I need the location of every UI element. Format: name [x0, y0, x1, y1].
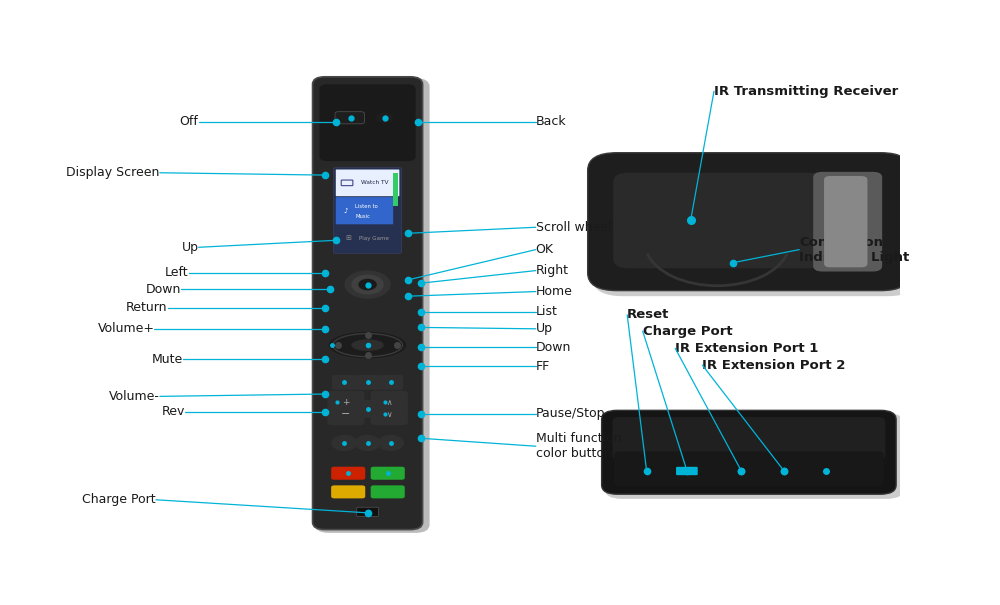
Text: IR Transmitting Receiver: IR Transmitting Receiver [714, 85, 898, 98]
Text: Volume+: Volume+ [97, 322, 154, 335]
FancyBboxPatch shape [333, 168, 402, 253]
FancyBboxPatch shape [824, 176, 867, 267]
Circle shape [378, 436, 403, 450]
Text: List: List [536, 305, 558, 318]
FancyBboxPatch shape [357, 507, 378, 517]
FancyBboxPatch shape [588, 152, 910, 290]
FancyBboxPatch shape [592, 157, 918, 296]
FancyBboxPatch shape [393, 173, 398, 206]
Text: FF: FF [536, 359, 550, 373]
Circle shape [354, 401, 382, 417]
Text: Multi function
color button: Multi function color button [536, 432, 621, 460]
Ellipse shape [345, 271, 390, 298]
Text: Off: Off [180, 115, 199, 128]
Text: ∧: ∧ [386, 398, 392, 407]
FancyBboxPatch shape [335, 112, 364, 124]
FancyBboxPatch shape [676, 467, 698, 475]
Ellipse shape [330, 333, 406, 358]
Circle shape [332, 436, 357, 450]
FancyBboxPatch shape [355, 375, 380, 390]
FancyBboxPatch shape [336, 169, 399, 196]
FancyBboxPatch shape [378, 375, 403, 390]
Text: OK: OK [536, 243, 554, 256]
FancyBboxPatch shape [371, 391, 408, 425]
FancyBboxPatch shape [371, 466, 405, 480]
FancyBboxPatch shape [813, 172, 882, 272]
Text: Listen to: Listen to [355, 204, 378, 209]
Text: Volume-: Volume- [109, 390, 160, 403]
Ellipse shape [352, 340, 383, 350]
FancyBboxPatch shape [613, 173, 846, 268]
Text: ∨: ∨ [386, 410, 392, 419]
FancyBboxPatch shape [331, 466, 365, 480]
Text: Up: Up [182, 241, 199, 253]
Text: Up: Up [536, 322, 553, 335]
FancyBboxPatch shape [315, 78, 430, 533]
Text: Rev: Rev [162, 405, 185, 418]
FancyBboxPatch shape [336, 197, 393, 224]
Text: Charge Port: Charge Port [82, 493, 156, 506]
Text: −: − [341, 409, 351, 419]
Text: Return: Return [126, 301, 168, 315]
Circle shape [377, 113, 392, 122]
FancyBboxPatch shape [612, 417, 885, 460]
Text: ♪: ♪ [344, 208, 348, 214]
Text: Back: Back [536, 115, 566, 128]
Text: Display Screen: Display Screen [66, 166, 160, 179]
Text: IR Extension Port 2: IR Extension Port 2 [702, 359, 846, 371]
Text: Reset: Reset [627, 309, 670, 321]
FancyBboxPatch shape [614, 451, 884, 486]
Ellipse shape [359, 280, 376, 290]
Text: Music: Music [355, 214, 370, 219]
Text: Connection
Indicator Light: Connection Indicator Light [799, 235, 910, 264]
Text: ⊞: ⊞ [345, 235, 351, 241]
Text: IR Extension Port 1: IR Extension Port 1 [675, 342, 819, 355]
Text: Down: Down [145, 283, 181, 296]
Text: Left: Left [165, 266, 189, 280]
FancyBboxPatch shape [371, 485, 405, 499]
Text: Watch TV: Watch TV [361, 180, 388, 185]
Text: Scroll wheel: Scroll wheel [536, 221, 611, 234]
Text: Right: Right [536, 264, 569, 277]
FancyBboxPatch shape [602, 410, 896, 494]
Text: Down: Down [536, 341, 571, 354]
FancyBboxPatch shape [332, 375, 357, 390]
Text: Home: Home [536, 285, 573, 298]
FancyBboxPatch shape [320, 84, 416, 161]
FancyBboxPatch shape [331, 485, 365, 499]
Ellipse shape [352, 275, 383, 294]
FancyBboxPatch shape [313, 77, 423, 529]
FancyBboxPatch shape [327, 391, 364, 425]
Text: Play Game: Play Game [359, 235, 389, 241]
FancyBboxPatch shape [605, 413, 904, 499]
Text: +: + [342, 398, 350, 407]
Text: Mute: Mute [152, 353, 183, 365]
Circle shape [355, 436, 380, 450]
Text: Charge Port: Charge Port [643, 325, 732, 338]
Text: Pause/Stop: Pause/Stop [536, 407, 605, 420]
